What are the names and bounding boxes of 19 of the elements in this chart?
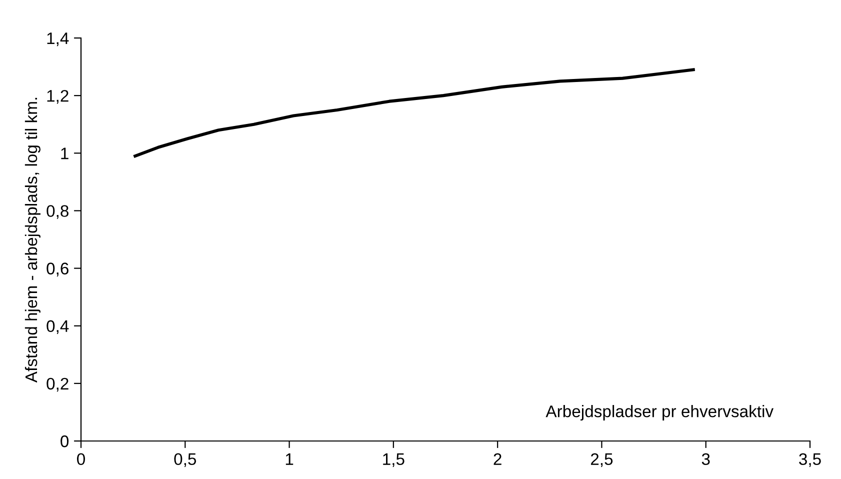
y-tick-label: 0,4: [46, 320, 69, 334]
x-tick-label: 3,5: [799, 453, 821, 468]
x-tick-label: 1,5: [383, 453, 404, 468]
line-series: [134, 68, 695, 158]
x-tick-label: 1: [286, 453, 294, 465]
y-tick-label: 0,2: [46, 378, 68, 392]
x-tick-label: 0: [77, 453, 85, 466]
y-tick-label: 0: [60, 435, 69, 448]
y-tick-label: 1,2: [47, 90, 68, 104]
y-axis-title: Afstand hjem - arbejdsplads, log til km.: [24, 98, 40, 383]
y-tick-label: 1: [61, 148, 68, 160]
x-axis-title: Arbejdspladser pr ehvervsaktiv: [546, 405, 774, 421]
x-tick-label: 0,5: [174, 453, 196, 468]
y-tick-label: 1,4: [47, 32, 69, 46]
x-tick-label: 2,5: [590, 453, 613, 468]
y-tick-label: 0,6: [46, 262, 68, 276]
y-tick-label: 0,8: [46, 205, 68, 219]
x-tick-label: 3: [702, 453, 710, 466]
x-tick-label: 2: [494, 453, 502, 465]
